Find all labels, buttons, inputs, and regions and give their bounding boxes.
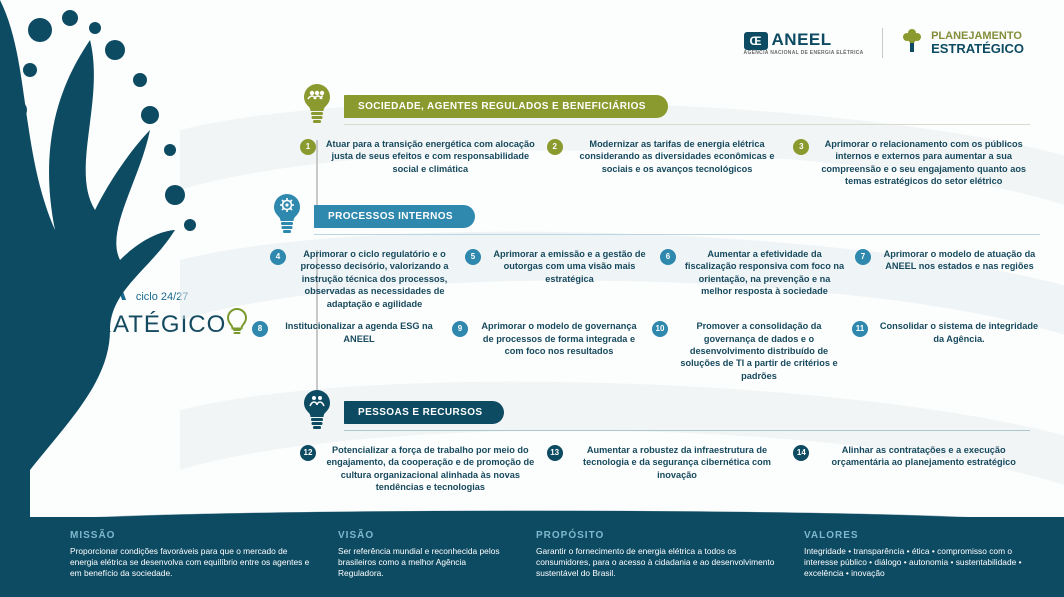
objective-item: 1 Atuar para a transição energética com …	[300, 138, 537, 188]
aneel-brand: ANEEL	[772, 30, 832, 49]
objective-number: 8	[252, 321, 268, 337]
objective-number: 10	[652, 321, 668, 337]
objective-number: 13	[547, 445, 563, 461]
objective-text: Aumentar a robustez da infraestrutura de…	[571, 444, 784, 481]
objective-number: 1	[300, 139, 316, 155]
aneel-logo: ŒANEEL AGÊNCIA NACIONAL DE ENERGIA ELÉTR…	[744, 30, 864, 56]
objective-text: Promover a consolidação da governança de…	[676, 320, 842, 382]
objective-item: 4 Aprimorar o ciclo regulatório e o proc…	[270, 248, 455, 310]
objective-number: 4	[270, 249, 286, 265]
objective-item: 14 Alinhar as contratações e a execução …	[793, 444, 1030, 494]
objective-text: Institucionalizar a agenda ESG na ANEEL	[276, 320, 442, 345]
logo-divider	[882, 28, 883, 58]
section-sociedade: SOCIEDADE, AGENTES REGULADOS E BENEFICIÁ…	[300, 82, 1030, 188]
objective-number: 2	[547, 139, 563, 155]
objective-item: 2 Modernizar as tarifas de energia elétr…	[547, 138, 784, 188]
aneel-mark-icon: Œ	[744, 32, 768, 50]
section-divider	[314, 234, 1040, 235]
footer-proposito-t: Garantir o fornecimento de energia elétr…	[536, 546, 776, 580]
footer-valores: VALORES Integridade • transparência • ét…	[804, 529, 1024, 587]
objective-number: 11	[852, 321, 868, 337]
section-label: SOCIEDADE, AGENTES REGULADOS E BENEFICIÁ…	[344, 95, 668, 118]
footer-visao: VISÃO Ser referência mundial e reconheci…	[338, 529, 508, 587]
objective-text: Aprimorar a emissão e a gestão de outorg…	[489, 248, 650, 285]
section-bulb-icon	[300, 82, 334, 130]
objective-text: Aprimorar o modelo de atuação da ANEEL n…	[879, 248, 1040, 273]
section-divider	[344, 430, 1030, 431]
objective-text: Potencializar a força de trabalho por me…	[324, 444, 537, 494]
objective-number: 6	[660, 249, 676, 265]
footer-valores-t: Integridade • transparência • ética • co…	[804, 546, 1024, 580]
footer-missao: MISSÃO Proporcionar condições favoráveis…	[70, 529, 310, 587]
objective-text: Atuar para a transição energética com al…	[324, 138, 537, 175]
objective-item: 5 Aprimorar a emissão e a gestão de outo…	[465, 248, 650, 310]
footer-visao-h: VISÃO	[338, 529, 508, 543]
objective-item: 9 Aprimorar o modelo de governança de pr…	[452, 320, 642, 382]
objective-text: Aprimorar o ciclo regulatório e o proces…	[294, 248, 455, 310]
planejamento-logo: PLANEJAMENTO ESTRATÉGICO	[901, 28, 1024, 59]
footer-valores-h: VALORES	[804, 529, 1024, 543]
objective-text: Alinhar as contratações e a execução orç…	[817, 444, 1030, 469]
section-bulb-icon	[300, 388, 334, 436]
header-logos: ŒANEEL AGÊNCIA NACIONAL DE ENERGIA ELÉTR…	[744, 28, 1024, 59]
aneel-tagline: AGÊNCIA NACIONAL DE ENERGIA ELÉTRICA	[744, 50, 864, 56]
footer: MISSÃO Proporcionar condições favoráveis…	[0, 517, 1064, 597]
objective-text: Aumentar a efetividade da fiscalização r…	[684, 248, 845, 298]
section-processos: PROCESSOS INTERNOS 4 Aprimorar o ciclo r…	[270, 192, 1040, 382]
objective-number: 5	[465, 249, 481, 265]
footer-missao-h: MISSÃO	[70, 529, 310, 543]
objective-item: 13 Aumentar a robustez da infraestrutura…	[547, 444, 784, 494]
side-tree-decoration	[0, 0, 280, 530]
objective-item: 12 Potencializar a força de trabalho por…	[300, 444, 537, 494]
objective-number: 9	[452, 321, 468, 337]
objective-text: Modernizar as tarifas de energia elétric…	[571, 138, 784, 175]
objective-item: 3 Aprimorar o relacionamento com os públ…	[793, 138, 1030, 188]
objective-item: 10 Promover a consolidação da governança…	[652, 320, 842, 382]
objective-item: 7 Aprimorar o modelo de atuação da ANEEL…	[855, 248, 1040, 310]
objective-item: 8 Institucionalizar a agenda ESG na ANEE…	[252, 320, 442, 382]
objective-number: 14	[793, 445, 809, 461]
planejamento-tree-icon	[901, 28, 923, 59]
plan-l2: ESTRATÉGICO	[931, 42, 1024, 56]
section-pessoas: PESSOAS E RECURSOS 12 Potencializar a fo…	[300, 388, 1030, 494]
objective-text: Aprimorar o relacionamento com os públic…	[817, 138, 1030, 188]
objective-item: 11 Consolidar o sistema de integridade d…	[852, 320, 1042, 382]
section-label: PESSOAS E RECURSOS	[344, 401, 504, 424]
objective-text: Aprimorar o modelo de governança de proc…	[476, 320, 642, 357]
footer-missao-t: Proporcionar condições favoráveis para q…	[70, 546, 310, 580]
objective-item: 6 Aumentar a efetividade da fiscalização…	[660, 248, 845, 310]
section-row: 12 Potencializar a força de trabalho por…	[300, 444, 1030, 494]
objective-number: 7	[855, 249, 871, 265]
section-row: 8 Institucionalizar a agenda ESG na ANEE…	[252, 320, 1042, 382]
objective-number: 12	[300, 445, 316, 461]
footer-proposito: PROPÓSITO Garantir o fornecimento de ene…	[536, 529, 776, 587]
section-label: PROCESSOS INTERNOS	[314, 205, 475, 228]
objective-number: 3	[793, 139, 809, 155]
section-row: 4 Aprimorar o ciclo regulatório e o proc…	[270, 248, 1040, 310]
section-divider	[344, 124, 1030, 125]
section-row: 1 Atuar para a transição energética com …	[300, 138, 1030, 188]
objective-text: Consolidar o sistema de integridade da A…	[876, 320, 1042, 345]
footer-visao-t: Ser referência mundial e reconhecida pel…	[338, 546, 508, 580]
section-bulb-icon	[270, 192, 304, 240]
footer-proposito-h: PROPÓSITO	[536, 529, 776, 543]
